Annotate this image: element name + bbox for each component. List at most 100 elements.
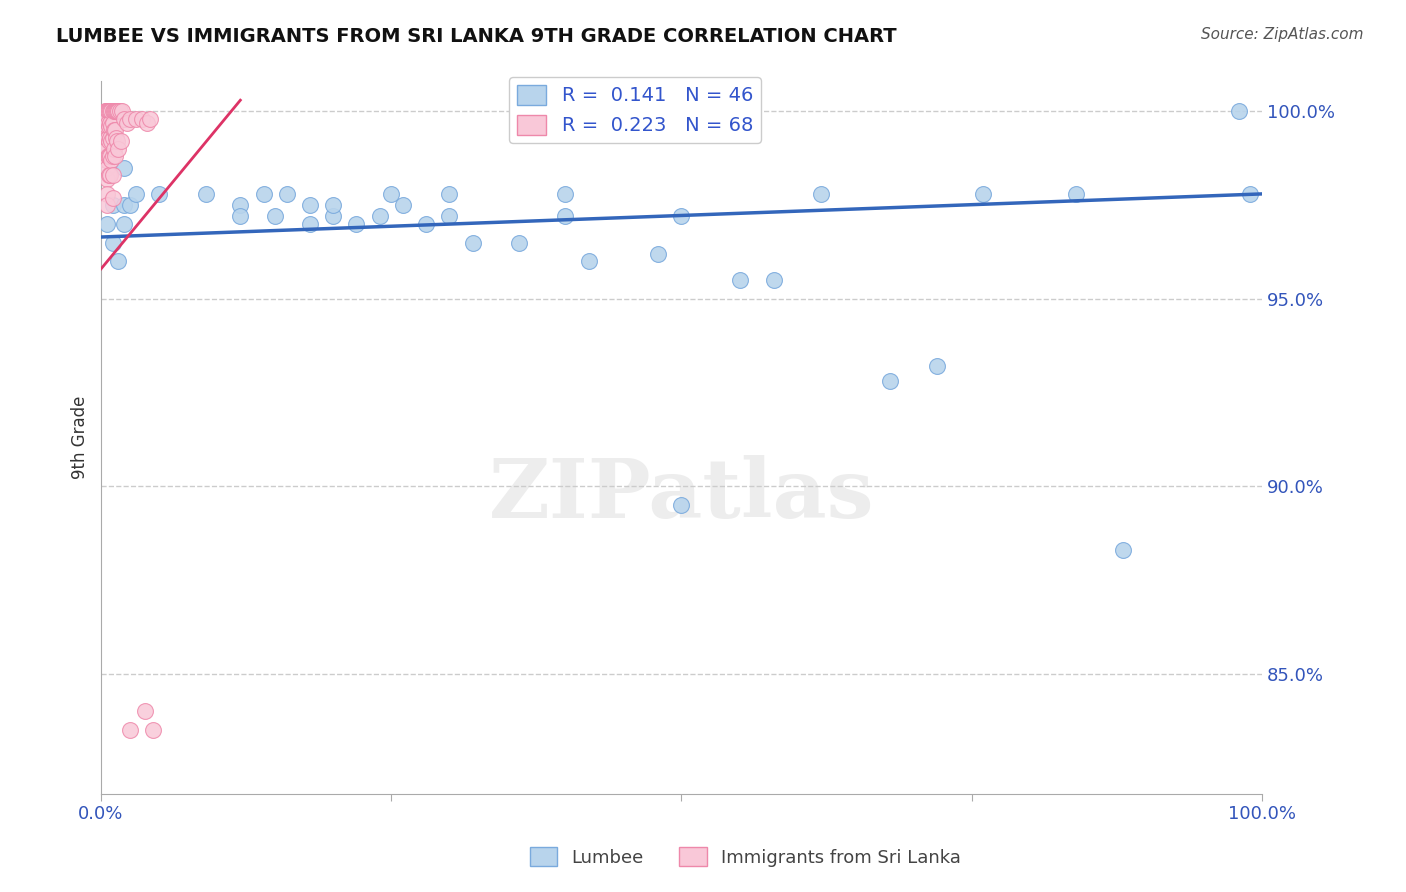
Point [96,120,118,134]
Point [98,135,121,149]
Point [1111,543,1133,558]
Point [136,116,159,130]
Point [554,186,576,201]
Point [94,153,117,168]
Point [103,104,125,119]
Point [112,112,135,126]
Point [103,123,125,137]
Point [94,116,117,130]
Point [120,723,142,737]
Point [1227,104,1250,119]
Point [120,112,142,126]
Point [93,112,115,126]
Point [96,153,118,168]
Text: Source: ZipAtlas.com: Source: ZipAtlas.com [1201,27,1364,42]
Point [98,149,121,163]
Point [229,198,252,212]
Point [96,112,118,126]
Point [96,217,118,231]
Point [298,198,321,212]
Point [107,254,129,268]
Point [101,104,124,119]
Point [105,130,128,145]
Point [728,273,751,287]
Point [1239,186,1261,201]
Text: LUMBEE VS IMMIGRANTS FROM SRI LANKA 9TH GRADE CORRELATION CHART: LUMBEE VS IMMIGRANTS FROM SRI LANKA 9TH … [56,27,897,45]
Point [98,104,121,119]
Point [105,104,128,119]
Point [810,186,832,201]
Point [461,235,484,250]
Point [101,235,124,250]
Point [125,112,148,126]
Point [105,104,128,119]
Point [100,153,122,168]
Point [110,135,132,149]
Point [763,273,786,287]
Point [111,104,134,119]
Point [103,142,125,156]
Point [105,135,128,149]
Point [96,198,118,212]
Point [392,198,415,212]
Point [96,186,118,201]
Point [96,104,118,119]
Point [578,254,600,268]
Point [671,498,693,512]
Point [108,104,131,119]
Point [125,186,148,201]
Point [101,191,124,205]
Y-axis label: 9th Grade: 9th Grade [72,396,89,479]
Point [647,247,669,261]
Point [96,172,118,186]
Point [112,217,135,231]
Point [101,116,124,130]
Point [97,149,120,163]
Point [120,198,142,212]
Point [93,120,115,134]
Point [925,359,948,374]
Point [439,186,461,201]
Point [101,149,124,163]
Point [94,127,117,141]
Point [98,168,121,182]
Text: ZIPatlas: ZIPatlas [489,455,875,534]
Point [101,198,124,212]
Point [879,375,901,389]
Point [112,161,135,175]
Point [972,186,994,201]
Point [98,116,121,130]
Point [1064,186,1087,201]
Point [134,704,156,718]
Point [554,210,576,224]
Point [101,130,124,145]
Point [100,135,122,149]
Point [96,130,118,145]
Legend: Lumbee, Immigrants from Sri Lanka: Lumbee, Immigrants from Sri Lanka [522,840,969,874]
Point [322,198,344,212]
Point [264,210,287,224]
Point [98,104,121,119]
Point [276,186,298,201]
Point [346,217,368,231]
Point [671,210,693,224]
Point [93,127,115,141]
Point [131,112,153,126]
Point [415,217,437,231]
Point [98,168,121,182]
Point [229,210,252,224]
Point [322,210,344,224]
Point [368,210,391,224]
Point [96,161,118,175]
Point [97,130,120,145]
Point [96,142,118,156]
Point [104,123,127,137]
Point [100,104,122,119]
Point [508,235,530,250]
Point [97,104,120,119]
Point [298,217,321,231]
Point [94,142,117,156]
Point [97,116,120,130]
Point [115,116,138,130]
Point [439,210,461,224]
